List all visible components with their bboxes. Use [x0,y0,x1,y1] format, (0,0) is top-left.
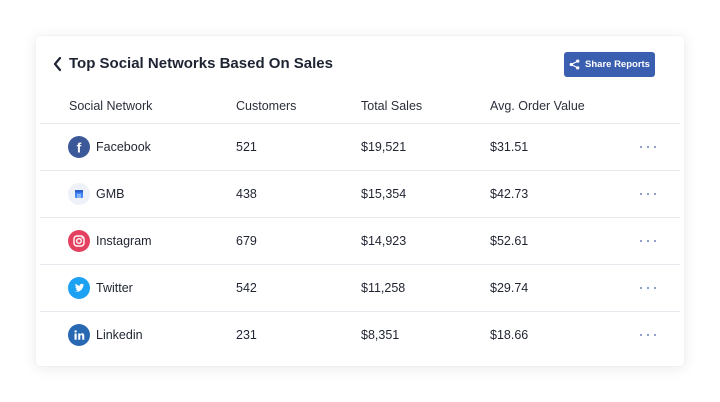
card-title: Top Social Networks Based On Sales [69,55,333,72]
avg-order-value-cell: $29.74 [490,281,529,295]
share-icon [569,59,580,70]
network-name: GMB [96,187,125,201]
network-cell: f Facebook [68,135,151,159]
more-options-icon[interactable] [640,188,656,200]
column-header-customers: Customers [236,99,297,113]
column-header-total-sales: Total Sales [361,99,423,113]
network-cell: Instagram [68,229,152,253]
more-options-icon[interactable] [640,235,656,247]
avg-order-value-cell: $18.66 [490,328,529,342]
table-row: Linkedin 231 $8,351 $18.66 [36,312,684,359]
gmb-icon [68,183,90,205]
row-divider [40,123,680,124]
customers-cell: 231 [236,328,257,342]
column-header-avg-order-value: Avg. Order Value [490,99,585,113]
card-header: Top Social Networks Based On Sales Share… [36,36,684,92]
network-name: Linkedin [96,328,143,342]
svg-text:f: f [77,140,82,156]
more-options-icon[interactable] [640,141,656,153]
twitter-icon [68,277,90,299]
table-row: Twitter 542 $11,258 $29.74 [36,265,684,312]
row-divider [40,311,680,312]
instagram-icon [68,230,90,252]
row-divider [40,170,680,171]
network-name: Twitter [96,281,133,295]
avg-order-value-cell: $52.61 [490,234,529,248]
row-divider [40,264,680,265]
avg-order-value-cell: $31.51 [490,140,529,154]
social-networks-card: Top Social Networks Based On Sales Share… [36,36,684,366]
total-sales-cell: $19,521 [361,140,407,154]
table-row: f Facebook 521 $19,521 $31.51 [36,124,684,171]
total-sales-cell: $11,258 [361,281,406,295]
customers-cell: 542 [236,281,257,295]
facebook-icon: f [68,136,90,158]
table-row: Instagram 679 $14,923 $52.61 [36,218,684,265]
customers-cell: 679 [236,234,257,248]
total-sales-cell: $14,923 [361,234,407,248]
network-cell: GMB [68,182,124,206]
row-divider [40,217,680,218]
more-options-icon[interactable] [640,329,656,341]
linkedin-icon [68,324,90,346]
network-name: Instagram [96,234,152,248]
table-row: GMB 438 $15,354 $42.73 [36,171,684,218]
back-chevron-icon[interactable] [52,56,64,72]
network-cell: Twitter [68,276,133,300]
network-cell: Linkedin [68,323,143,347]
customers-cell: 438 [236,187,257,201]
network-name: Facebook [96,140,151,154]
avg-order-value-cell: $42.73 [490,187,529,201]
more-options-icon[interactable] [640,282,656,294]
column-header-social-network: Social Network [69,99,153,113]
total-sales-cell: $15,354 [361,187,407,201]
customers-cell: 521 [236,140,257,154]
share-reports-label: Share Reports [585,59,650,70]
total-sales-cell: $8,351 [361,328,400,342]
share-reports-button[interactable]: Share Reports [564,52,655,77]
